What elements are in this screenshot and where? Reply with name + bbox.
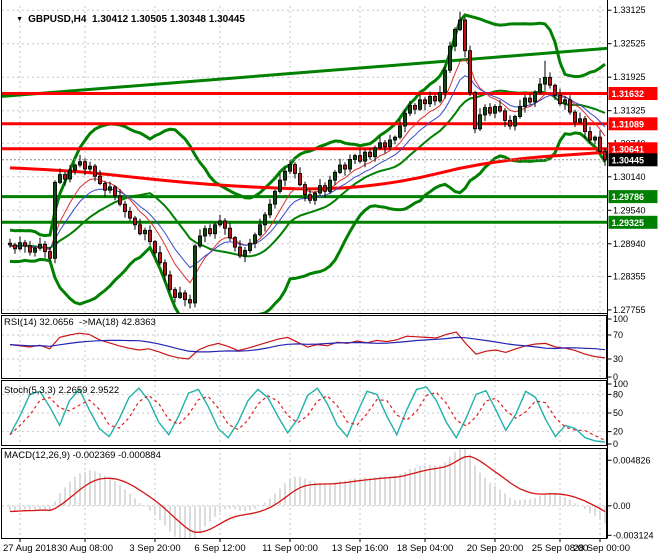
svg-text:70: 70: [613, 330, 623, 340]
svg-text:6 Sep 12:00: 6 Sep 12:00: [194, 543, 245, 554]
svg-text:27 Aug 2018: 27 Aug 2018: [3, 543, 56, 554]
svg-text:0: 0: [613, 439, 618, 449]
svg-text:100: 100: [613, 379, 628, 389]
svg-text:18 Sep 04:00: 18 Sep 04:00: [397, 543, 454, 554]
svg-text:25 Sep 08:00: 25 Sep 08:00: [532, 543, 589, 554]
svg-text:1.30445: 1.30445: [612, 155, 645, 165]
svg-text:-0.003124: -0.003124: [613, 530, 654, 540]
svg-text:1.32525: 1.32525: [613, 39, 646, 49]
svg-text:1.29325: 1.29325: [612, 218, 645, 228]
svg-text:0.004826: 0.004826: [613, 455, 651, 465]
svg-text:1.31632: 1.31632: [612, 89, 645, 99]
svg-text:30 Aug 08:00: 30 Aug 08:00: [57, 543, 113, 554]
svg-text:1.27755: 1.27755: [613, 305, 646, 315]
svg-text:1.30641: 1.30641: [612, 144, 645, 154]
svg-text:1.31089: 1.31089: [612, 119, 645, 129]
svg-text:0.00: 0.00: [613, 501, 631, 511]
svg-text:1.33125: 1.33125: [613, 5, 646, 15]
chart-menu-arrow-icon[interactable]: ▼: [16, 16, 24, 23]
svg-text:100: 100: [613, 314, 628, 324]
svg-text:1.28355: 1.28355: [613, 271, 646, 281]
svg-text:1.28940: 1.28940: [613, 239, 646, 249]
svg-text:13 Sep 16:00: 13 Sep 16:00: [332, 543, 389, 554]
svg-text:20 Sep 20:00: 20 Sep 20:00: [467, 543, 524, 554]
svg-text:11 Sep 00:00: 11 Sep 00:00: [262, 543, 318, 554]
svg-text:20: 20: [613, 427, 623, 437]
svg-text:30: 30: [613, 354, 623, 364]
svg-text:1.29540: 1.29540: [613, 205, 646, 215]
svg-text:1.31325: 1.31325: [613, 106, 646, 116]
svg-text:50: 50: [613, 408, 623, 418]
svg-text:3 Sep 20:00: 3 Sep 20:00: [129, 543, 180, 554]
svg-text:28 Sep 00:00: 28 Sep 00:00: [573, 543, 630, 554]
svg-text:1.29786: 1.29786: [612, 192, 645, 202]
svg-text:0: 0: [613, 372, 618, 382]
svg-text:1.30140: 1.30140: [613, 172, 646, 182]
svg-text:80: 80: [613, 389, 623, 399]
svg-text:1.31925: 1.31925: [613, 72, 646, 82]
